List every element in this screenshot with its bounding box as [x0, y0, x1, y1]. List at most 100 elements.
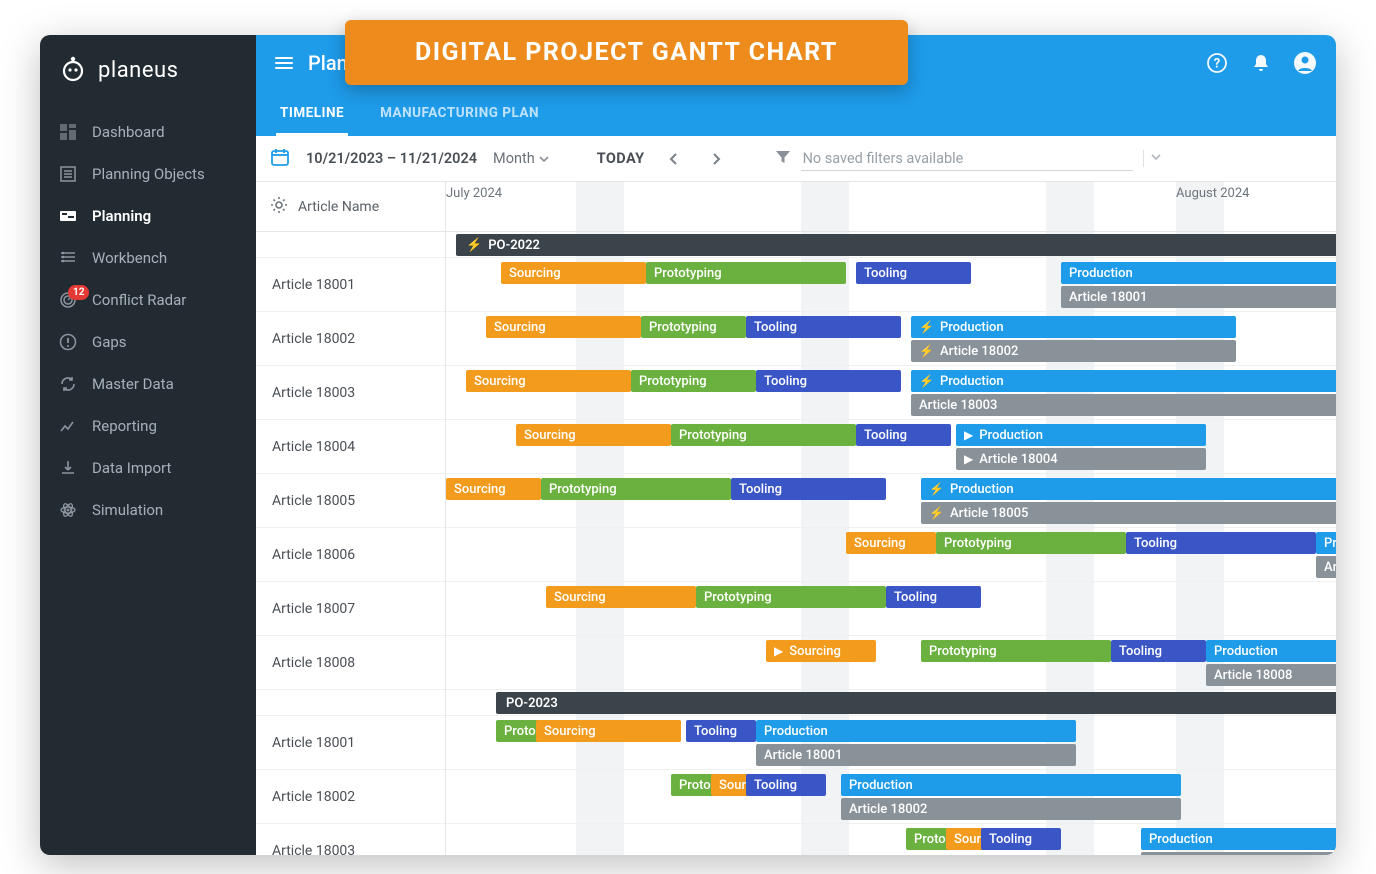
filter-icon[interactable] — [775, 149, 791, 169]
gantt-bar-prototyping[interactable]: Prototyping — [541, 478, 731, 500]
menu-icon[interactable] — [270, 49, 298, 77]
gantt-bar-tooling[interactable]: Tooling — [1126, 532, 1316, 554]
gantt-bar-prototyping[interactable]: Prototyping — [646, 262, 846, 284]
sidebar-item-planning-objects[interactable]: Planning Objects — [40, 153, 256, 195]
filter-dropdown[interactable]: No saved filters available — [801, 147, 1134, 171]
sidebar-item-data-import[interactable]: Data Import — [40, 447, 256, 489]
granularity-select[interactable]: Month — [493, 150, 549, 167]
gantt-bar-summary[interactable]: ⚡Article 18002 — [911, 340, 1236, 362]
gantt-bar-tooling[interactable]: Tooling — [746, 774, 826, 796]
sidebar-item-dashboard[interactable]: Dashboard — [40, 111, 256, 153]
gantt-bar-sourcing[interactable]: ▶Sourcing — [766, 640, 876, 662]
gantt-bar-tooling[interactable]: Tooling — [731, 478, 886, 500]
account-icon[interactable] — [1288, 46, 1322, 80]
row-label[interactable]: Article 18001 — [256, 716, 445, 770]
group-bar[interactable]: ⚡PO-2022 — [456, 234, 1336, 256]
next-icon[interactable] — [703, 146, 729, 172]
brand: planeus — [40, 35, 256, 111]
gear-icon[interactable] — [270, 196, 288, 218]
gantt-bar-sourcing[interactable]: Sour — [711, 774, 751, 796]
gantt-bar-sourcing[interactable]: Sourcing — [516, 424, 671, 446]
row-label[interactable]: Article 18001 — [256, 258, 445, 312]
sidebar-item-conflict-radar[interactable]: Conflict Radar12 — [40, 279, 256, 321]
gantt-bar-prototyping[interactable]: Prototyping — [631, 370, 756, 392]
sidebar-item-planning[interactable]: Planning — [40, 195, 256, 237]
sidebar-item-master-data[interactable]: Master Data — [40, 363, 256, 405]
gantt-bar-sourcing[interactable]: Sourcing — [501, 262, 646, 284]
planning-icon — [58, 206, 78, 226]
gantt-bar-summary[interactable]: Article 18002 — [841, 798, 1181, 820]
chart-area[interactable]: July 2024August 2024 ⚡PO-2022SourcingPro… — [446, 182, 1336, 855]
row-label[interactable]: Article 18002 — [256, 312, 445, 366]
gantt-bar-summary[interactable]: Article 18003 — [1141, 852, 1336, 855]
gantt-bar-tooling[interactable]: Tooling — [686, 720, 756, 742]
gantt-bar-summary[interactable]: Article 18001 — [1061, 286, 1336, 308]
gantt-bar-prototyping[interactable]: Prototyping — [936, 532, 1126, 554]
gantt-bar-production[interactable]: Production — [841, 774, 1181, 796]
row-label[interactable]: Article 18002 — [256, 770, 445, 824]
gantt-bar-production[interactable]: ⚡Production — [911, 316, 1236, 338]
gantt-bar-prototyping[interactable]: Prototyping — [641, 316, 746, 338]
row-label[interactable]: Article 18006 — [256, 528, 445, 582]
help-icon[interactable]: ? — [1200, 46, 1234, 80]
row-label[interactable]: Article 18008 — [256, 636, 445, 690]
chevron-down-icon[interactable] — [1143, 150, 1168, 167]
gantt-bar-sourcing[interactable]: Sourcing — [446, 478, 541, 500]
date-range[interactable]: 10/21/2023 – 11/21/2024 — [306, 150, 477, 167]
row-label[interactable]: Article 18007 — [256, 582, 445, 636]
row-label[interactable]: Article 18005 — [256, 474, 445, 528]
gantt-bar-tooling[interactable]: Tooling — [756, 370, 901, 392]
sidebar-item-gaps[interactable]: Gaps — [40, 321, 256, 363]
sidebar-item-reporting[interactable]: Reporting — [40, 405, 256, 447]
gantt-bar-tooling[interactable]: Tooling — [981, 828, 1061, 850]
row-label[interactable]: Article 18003 — [256, 824, 445, 855]
tab-manufacturing-plan[interactable]: MANUFACTURING PLAN — [376, 91, 543, 136]
gantt-bar-summary[interactable]: Article 18008 — [1206, 664, 1336, 686]
row-label[interactable]: Article 18004 — [256, 420, 445, 474]
gantt-bar-summary[interactable]: Article 18001 — [756, 744, 1076, 766]
row-column-header: Article Name — [256, 182, 445, 232]
calendar-icon[interactable] — [270, 147, 290, 171]
main: Planning ? TIMELINEMANUFACTURING PLAN 10… — [256, 35, 1336, 855]
row-label[interactable]: Article 18003 — [256, 366, 445, 420]
gantt-bar-summary[interactable]: ▶Article 18004 — [956, 448, 1206, 470]
gantt-bar-production[interactable]: Production — [756, 720, 1076, 742]
gantt-bar-prototyping[interactable]: Prototyping — [696, 586, 886, 608]
gantt-bar-tooling[interactable]: Tooling — [886, 586, 981, 608]
gantt-row: ProtoSourTooling ProductionArticle 18002 — [446, 770, 1336, 824]
gantt-bar-tooling[interactable]: Tooling — [1111, 640, 1206, 662]
gantt-bar-production[interactable]: ▶Production — [956, 424, 1206, 446]
gantt-bar-sourcing[interactable]: Sourcing — [486, 316, 641, 338]
gantt-bar-prototyping[interactable]: Prototyping — [671, 424, 856, 446]
gantt-bar-sourcing[interactable]: Sourcing — [536, 720, 681, 742]
gantt-bar-sourcing[interactable]: Sourcing — [546, 586, 696, 608]
gantt-bar-tooling[interactable]: Tooling — [856, 424, 951, 446]
group-bar[interactable]: PO-2023 — [496, 692, 1336, 714]
gantt-bar-prototyping[interactable]: Proto — [496, 720, 541, 742]
gantt-bar-sourcing[interactable]: Sourcing — [466, 370, 631, 392]
gantt-bar-prototyping[interactable]: Proto — [671, 774, 716, 796]
gantt-bar-summary[interactable]: ⚡Article 18005 — [921, 502, 1336, 524]
gantt-row: SourcingPrototypingTooling ⚡Production⚡Ar… — [446, 474, 1336, 528]
gantt-bar-tooling[interactable]: Tooling — [856, 262, 971, 284]
sidebar-item-simulation[interactable]: Simulation — [40, 489, 256, 531]
gantt-bar-production[interactable]: Production — [1141, 828, 1336, 850]
gantt-bar-production[interactable]: Production — [1206, 640, 1336, 662]
gantt-bar-production[interactable]: ⚡Production — [921, 478, 1336, 500]
prev-icon[interactable] — [661, 146, 687, 172]
notifications-icon[interactable] — [1244, 46, 1278, 80]
gantt-bar-tooling[interactable]: Tooling — [746, 316, 901, 338]
gantt-bar-production[interactable]: Production — [1061, 262, 1336, 284]
gantt-bar-production[interactable]: Production — [1316, 532, 1336, 554]
gantt-bar-summary[interactable]: Article 18003 — [911, 394, 1336, 416]
gantt-bar-summary[interactable]: Article 18006 — [1316, 556, 1336, 578]
sidebar-item-label: Workbench — [92, 249, 167, 267]
sidebar-item-workbench[interactable]: Workbench — [40, 237, 256, 279]
tab-timeline[interactable]: TIMELINE — [276, 91, 348, 136]
gantt-bar-production[interactable]: ⚡Production — [911, 370, 1336, 392]
gantt-bar-sourcing[interactable]: Sour — [946, 828, 986, 850]
gantt-bar-sourcing[interactable]: Sourcing — [846, 532, 936, 554]
gantt-bar-prototyping[interactable]: Proto — [906, 828, 951, 850]
today-button[interactable]: TODAY — [597, 150, 645, 167]
gantt-bar-prototyping[interactable]: Prototyping — [921, 640, 1111, 662]
